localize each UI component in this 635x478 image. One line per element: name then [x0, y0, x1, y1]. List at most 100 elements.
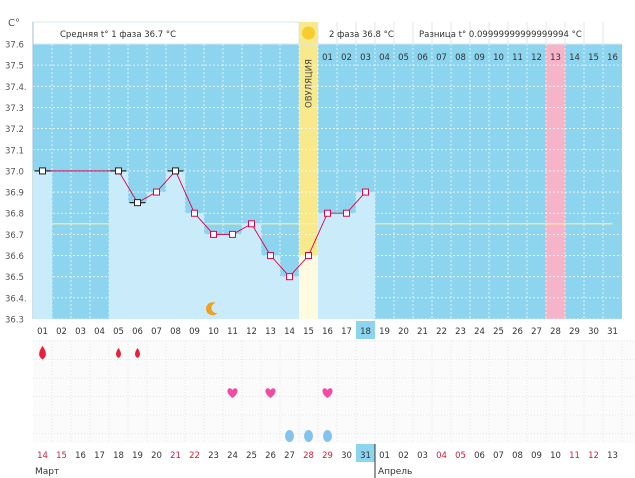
calendar-date-label: 04 [436, 451, 447, 461]
cycle-day-label: 25 [493, 327, 504, 337]
cycle-day-label: 04 [94, 327, 105, 337]
blood-drop-icon [116, 348, 121, 358]
phase2-day-label: 16 [607, 53, 618, 63]
temperature-bar [128, 202, 147, 319]
phase2-day-label: 12 [531, 53, 542, 63]
cycle-day-label: 27 [531, 327, 542, 337]
phase2-day-label: 05 [398, 53, 409, 63]
temperature-bar [280, 276, 299, 319]
cycle-day-label: 17 [341, 327, 352, 337]
temperature-bar [337, 213, 356, 319]
calendar-date-label: 20 [151, 451, 162, 461]
cycle-day-label: 11 [227, 327, 238, 337]
phase1-average-label: Средняя t° 1 фаза 36.7 °С [60, 30, 176, 40]
temperature-point [191, 209, 198, 217]
sun-icon [302, 26, 315, 40]
calendar-date-label: 16 [75, 451, 86, 461]
phase2-day-label: 03 [360, 53, 371, 63]
calendar-date-label: 27 [284, 451, 295, 461]
phase2-day-label: 11 [512, 53, 523, 63]
calendar-date-label: 05 [455, 451, 466, 461]
phase2-day-label: 02 [341, 53, 352, 63]
blood-drop-icon [135, 348, 140, 358]
month-label-next: Апрель [378, 467, 412, 477]
y-tick-label: 37.0 [5, 167, 24, 177]
heart-icon [227, 388, 238, 398]
cycle-day-label: 24 [474, 327, 485, 337]
calendar-date-label: 12 [588, 451, 599, 461]
calendar-date-label: 01 [379, 451, 390, 461]
y-tick-label: 37.4. [5, 83, 27, 93]
y-tick-label: 36.9 [5, 189, 24, 199]
y-tick-label: 36.4. [5, 294, 27, 304]
calendar-date-label: 28 [303, 451, 314, 461]
calendar-date-label: 09 [531, 451, 542, 461]
calendar-date-label: 25 [246, 451, 257, 461]
phase2-day-label: 09 [474, 53, 485, 63]
calendar-date-label: 19 [132, 451, 143, 461]
y-tick-label: 36.8 [5, 210, 24, 220]
highlight-day-column [546, 44, 565, 319]
y-tick-label: 37.1 [5, 146, 24, 156]
calendar-date-label: 14 [37, 451, 48, 461]
cycle-day-label: 29 [569, 327, 580, 337]
y-tick-label: 36.6 [5, 252, 24, 262]
cycle-day-label: 12 [246, 327, 257, 337]
y-tick-label: 36.7 [5, 231, 24, 241]
y-tick-label: 36.3 [5, 316, 24, 326]
calendar-date-label: 07 [493, 451, 504, 461]
calendar-date-label: 15 [56, 451, 67, 461]
cycle-day-label: 23 [455, 327, 466, 337]
moon-icon [206, 302, 218, 316]
phase2-day-label: 15 [588, 53, 599, 63]
temperature-point [362, 188, 369, 196]
today-cycle-day [356, 321, 375, 339]
y-tick-label: 37.6 [5, 41, 24, 51]
cycle-day-label: 13 [265, 327, 276, 337]
cycle-day-label: 26 [512, 327, 523, 337]
temperature-difference-label: Разница t° 0.09999999999999994 °С [419, 30, 582, 40]
temperature-point [115, 167, 122, 175]
cycle-day-row [0, 320, 635, 340]
temperature-bar [204, 234, 223, 319]
calendar-date-label: 29 [322, 451, 333, 461]
cycle-day-label: 28 [550, 327, 561, 337]
calendar-date-label: 30 [341, 451, 352, 461]
temperature-bar [242, 223, 261, 319]
temperature-bar [33, 170, 52, 319]
calendar-date-label: 18 [113, 451, 124, 461]
calendar-date-label: 23 [208, 451, 219, 461]
cycle-day-label: 14 [284, 327, 295, 337]
temperature-bar [261, 255, 280, 319]
calendar-date-label: 06 [474, 451, 485, 461]
month-label-start: Март [35, 467, 59, 477]
phase2-day-label: 13 [550, 53, 561, 63]
blue-drop-icon [323, 430, 332, 442]
calendar-date-label: 26 [265, 451, 276, 461]
today-date [356, 444, 375, 462]
calendar-date-label: 24 [227, 451, 238, 461]
temperature-point [210, 230, 217, 238]
temperature-point [305, 252, 312, 260]
cycle-day-label: 19 [379, 327, 390, 337]
heart-icon [265, 388, 276, 398]
cycle-day-label: 09 [189, 327, 200, 337]
phase2-day-label: 08 [455, 53, 466, 63]
cycle-day-label: 02 [56, 327, 67, 337]
temperature-point [172, 167, 179, 175]
calendar-date-label: 31 [360, 451, 371, 461]
calendar-date-label: 13 [607, 451, 618, 461]
cycle-day-label: 06 [132, 327, 143, 337]
y-tick-label: 37.5 [5, 62, 24, 72]
temperature-bar [109, 170, 128, 319]
events-area [33, 340, 635, 443]
cycle-day-label: 31 [607, 327, 618, 337]
phase2-day-label: 01 [322, 53, 333, 63]
phase2-day-label: 14 [569, 53, 580, 63]
temperature-bar [356, 192, 375, 319]
blue-drop-icon [285, 430, 294, 442]
cycle-day-label: 05 [113, 327, 124, 337]
calendar-date-label: 22 [189, 451, 200, 461]
temperature-point [39, 167, 46, 175]
